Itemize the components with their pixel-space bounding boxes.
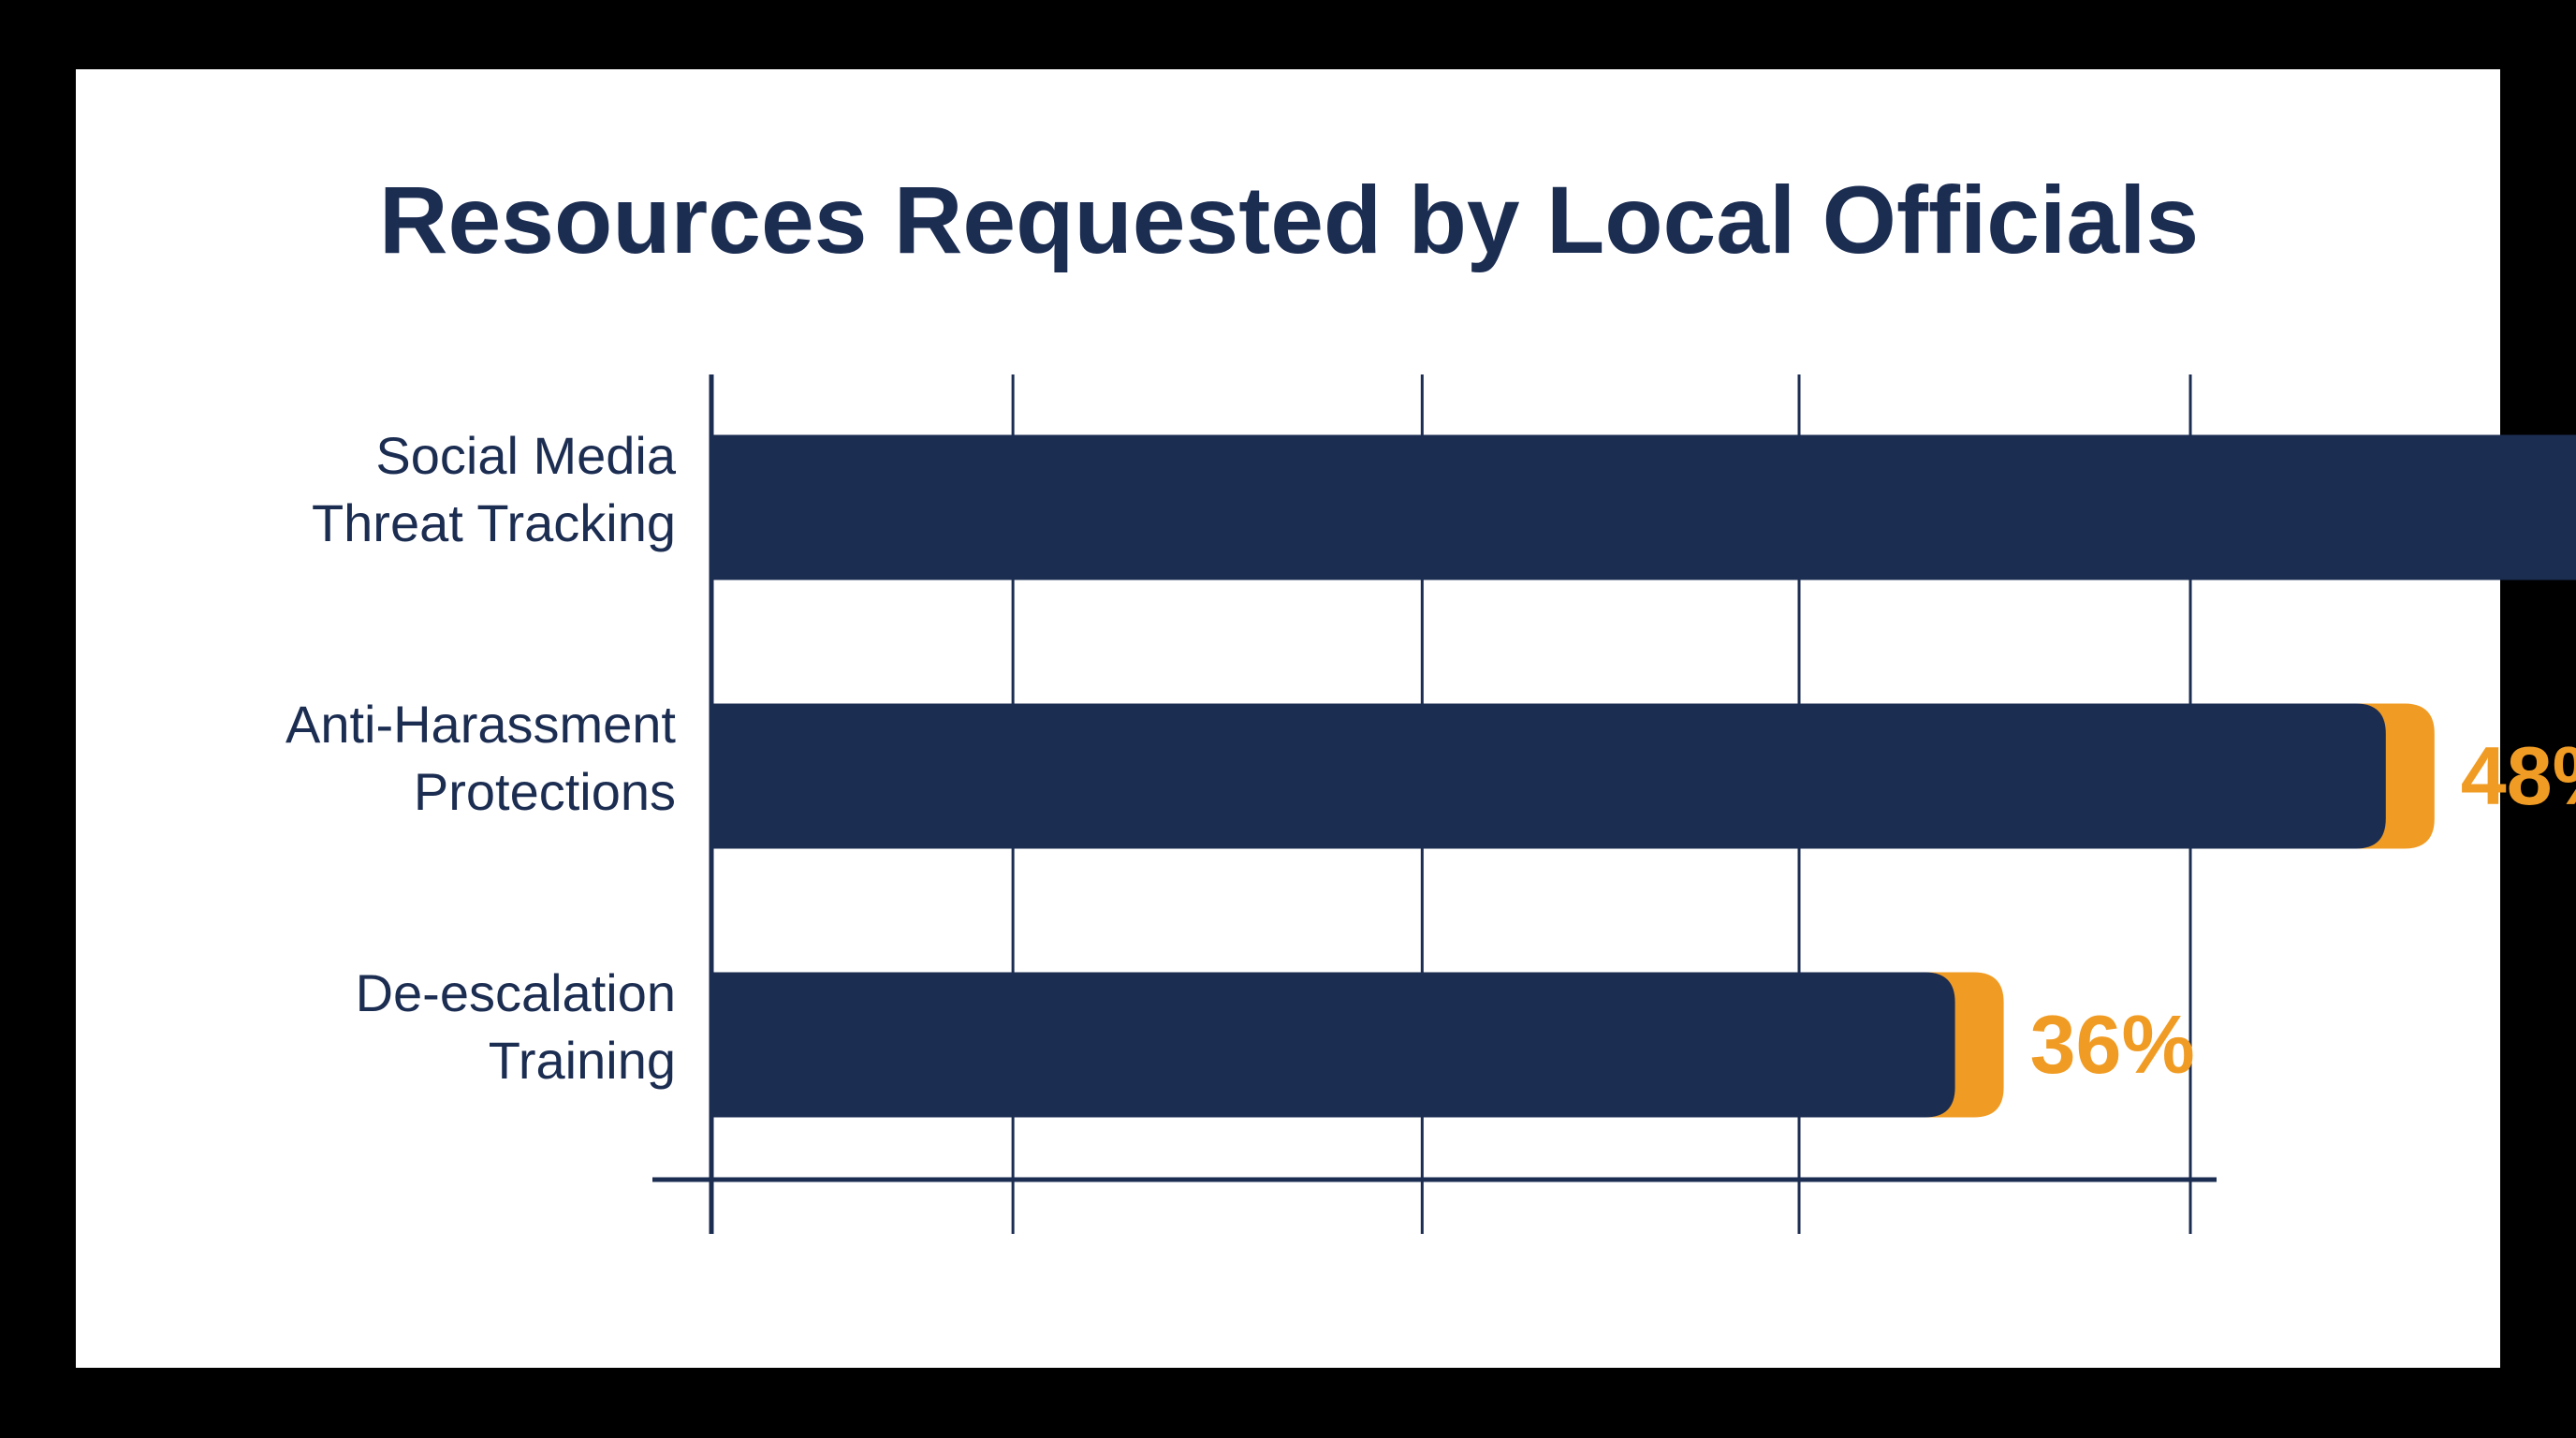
category-label: Threat Tracking xyxy=(312,493,676,552)
category-label: De-escalation xyxy=(356,963,676,1022)
value-label: 48% xyxy=(2461,729,2576,822)
chart-title: Resources Requested by Local Officials xyxy=(379,167,2199,273)
bar xyxy=(711,703,2386,849)
category-label: Social Media xyxy=(375,426,676,485)
category-label: Training xyxy=(489,1031,676,1090)
bar xyxy=(711,434,2576,580)
category-label: Anti-Harassment xyxy=(285,695,676,754)
value-label: 36% xyxy=(2030,998,2195,1091)
category-label: Protections xyxy=(414,762,676,821)
bar xyxy=(711,972,1955,1118)
